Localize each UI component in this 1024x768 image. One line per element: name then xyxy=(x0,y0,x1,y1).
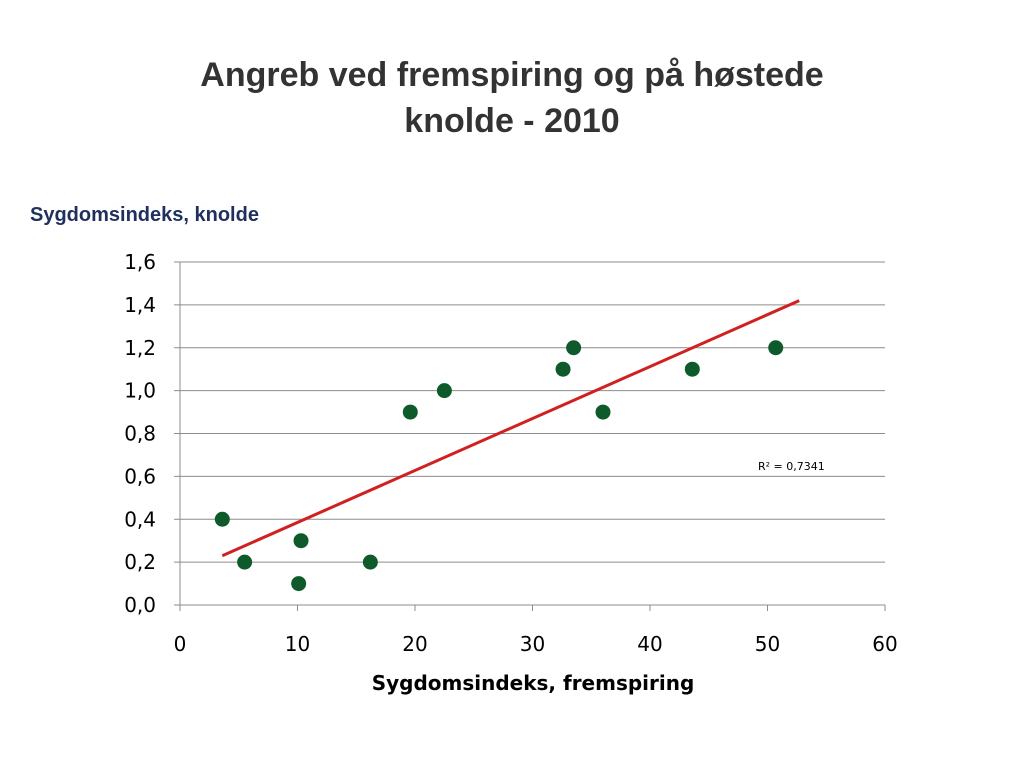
y-tick-label: 0,0 xyxy=(124,593,156,617)
data-point xyxy=(237,554,253,570)
data-points xyxy=(214,340,784,592)
x-tick-labels: 0 10 20 30 40 50 60 xyxy=(174,632,898,656)
y-tick-labels: 0,0 0,2 0,4 0,6 0,8 1,0 1,2 1,4 1,6 xyxy=(124,250,156,617)
data-point xyxy=(402,404,418,420)
data-point xyxy=(768,340,784,356)
data-point xyxy=(214,511,230,527)
x-tick-label: 10 xyxy=(285,632,310,656)
data-point xyxy=(362,554,378,570)
y-tick-label: 0,2 xyxy=(124,550,156,574)
y-axis-label: Sygdomsindeks, knolde xyxy=(30,204,259,226)
y-tick-label: 0,4 xyxy=(124,507,156,531)
data-point xyxy=(566,340,582,356)
y-tick-label: 1,6 xyxy=(124,250,156,274)
title-line-1: Angreb ved fremspiring og på høstede xyxy=(200,56,824,94)
data-point xyxy=(293,533,309,549)
y-tick-label: 1,0 xyxy=(124,379,156,403)
y-tick-label: 0,8 xyxy=(124,422,156,446)
axes xyxy=(174,261,886,611)
x-axis-label: Sygdomsindeks, fremspiring xyxy=(372,671,695,695)
y-tick-label: 1,4 xyxy=(124,293,156,317)
y-tick-label: 0,6 xyxy=(124,464,156,488)
page-title: Angreb ved fremspiring og på høstede kno… xyxy=(112,52,912,144)
data-point xyxy=(436,383,452,399)
title-line-2: knolde - 2010 xyxy=(404,102,620,140)
data-point xyxy=(291,576,307,592)
x-tick-label: 60 xyxy=(872,632,897,656)
data-point xyxy=(684,361,700,377)
x-tick-label: 50 xyxy=(755,632,780,656)
x-tick-label: 40 xyxy=(637,632,662,656)
trendline-group xyxy=(221,299,800,558)
y-tick-label: 1,2 xyxy=(124,336,156,360)
data-point xyxy=(595,404,611,420)
gridlines xyxy=(180,261,885,563)
trendline xyxy=(221,299,800,558)
data-point xyxy=(555,361,571,377)
x-tick-label: 30 xyxy=(520,632,545,656)
r-squared-label: R² = 0,7341 xyxy=(758,460,825,473)
x-tick-label: 0 xyxy=(174,632,187,656)
x-tick-label: 20 xyxy=(402,632,427,656)
